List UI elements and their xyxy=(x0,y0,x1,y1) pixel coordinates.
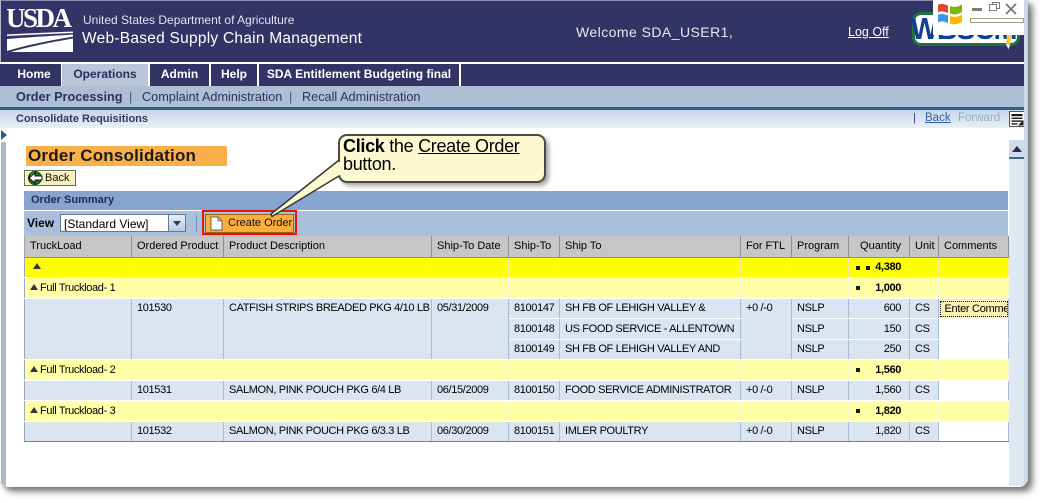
svg-text:USDA: USDA xyxy=(7,6,73,33)
